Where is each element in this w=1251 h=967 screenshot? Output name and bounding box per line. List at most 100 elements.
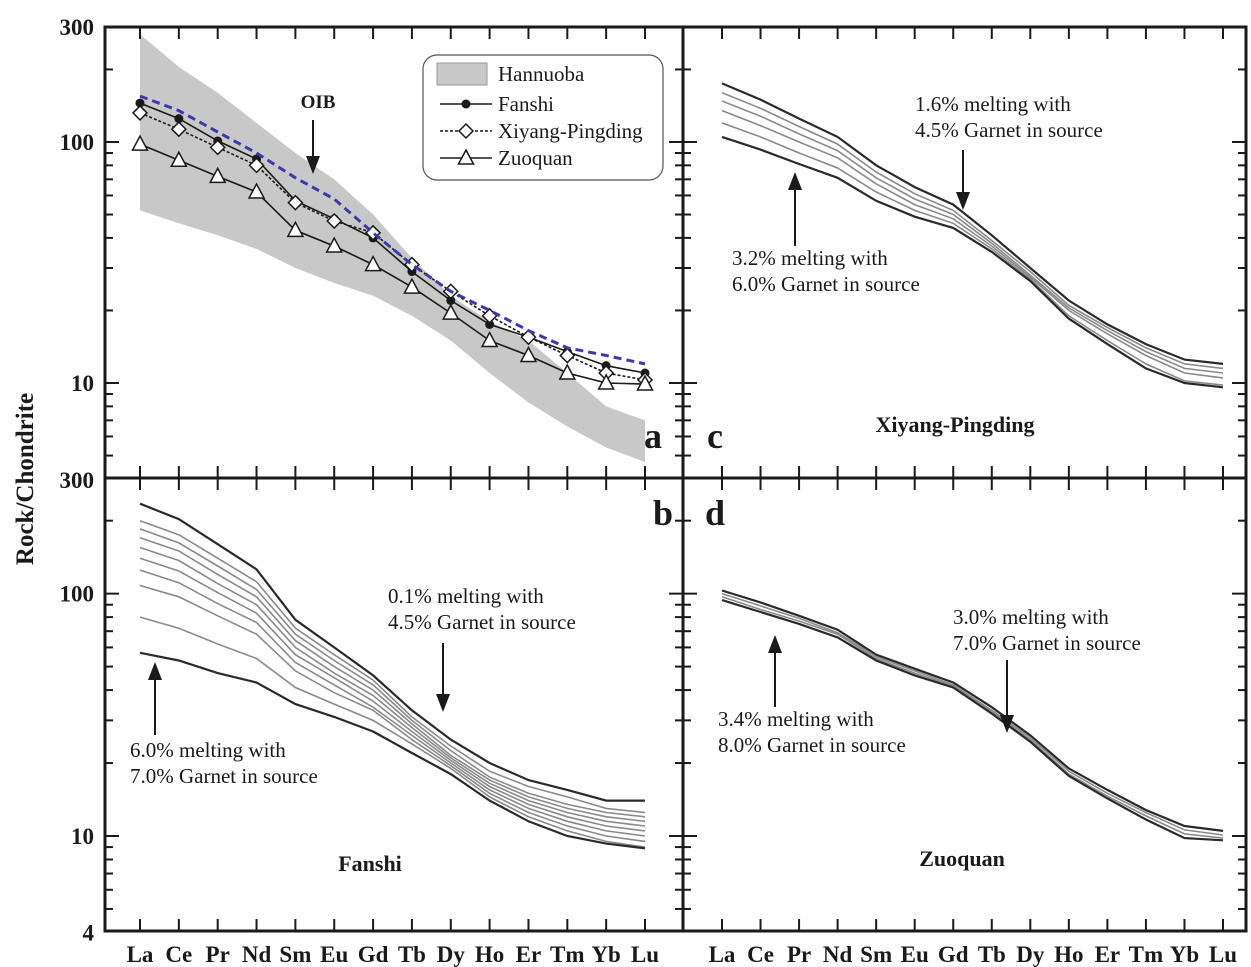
x-tick-label: Dy xyxy=(437,942,466,967)
x-tick-label: La xyxy=(709,942,736,967)
panel-letter: b xyxy=(653,493,673,533)
annotation-text: 3.4% melting with 8.0% Garnet in source xyxy=(718,707,906,757)
model-melt-line xyxy=(721,135,1224,389)
arrow-head xyxy=(788,172,802,190)
arrow-head xyxy=(148,662,162,680)
annotation-line: 3.0% melting with xyxy=(953,605,1109,629)
panel-name: Zuoquan xyxy=(919,846,1005,871)
legend-entry: Hannuoba xyxy=(436,62,585,86)
dot-marker xyxy=(461,99,471,109)
x-tick-label: Eu xyxy=(901,942,929,967)
triangle-marker xyxy=(519,345,538,363)
x-tick-label: Ce xyxy=(165,942,192,967)
y-tick-label: 4 xyxy=(83,920,95,945)
annotation-text: 6.0% melting with 7.0% Garnet in source xyxy=(130,738,318,788)
panel-c: 1.6% melting with 4.5% Garnet in source 3.… xyxy=(707,82,1224,456)
triangle-marker xyxy=(597,373,615,390)
arrow-up-icon xyxy=(788,172,802,246)
x-tick-label: Nd xyxy=(242,942,272,967)
model-melt-line xyxy=(721,589,1224,832)
legend-entry: Zuoquan xyxy=(440,146,573,170)
x-tick-label: Tm xyxy=(1129,942,1164,967)
panel-letter: d xyxy=(705,493,725,533)
annotation-line: 4.5% Garnet in source xyxy=(915,118,1103,142)
annotation-line: 3.2% melting with xyxy=(732,246,888,270)
panel-d: 3.0% melting with 7.0% Garnet in source3.… xyxy=(705,493,1224,871)
diamond-marker xyxy=(209,139,226,156)
legend: Hannuoba Fanshi Xiyang-Pingding Zuoquan xyxy=(422,54,664,181)
panel-name: Xiyang-Pingding xyxy=(876,412,1035,437)
annotation-text: 3.2% melting with 6.0% Garnet in source xyxy=(732,246,920,296)
y-tick-label: 300 xyxy=(60,468,95,493)
x-tick-label: Er xyxy=(1095,942,1121,967)
plot-area xyxy=(139,502,646,850)
model-melt-line xyxy=(721,92,1224,370)
diamond-marker xyxy=(559,347,576,364)
arrow-down-icon xyxy=(1000,660,1014,733)
arrow-down-icon xyxy=(436,643,450,712)
x-tick-label: Yb xyxy=(1170,942,1199,967)
annotation-line: 1.6% melting with xyxy=(915,92,1071,116)
model-melt-line xyxy=(139,616,646,848)
model-melt-line xyxy=(721,82,1224,365)
series-line xyxy=(139,112,646,381)
x-tick-label: Ho xyxy=(1054,942,1083,967)
model-melt-line xyxy=(139,584,646,843)
annotation-line: 6.0% melting with xyxy=(130,738,286,762)
series-oib xyxy=(139,94,646,366)
diamond-marker xyxy=(457,122,475,140)
triangle-marker xyxy=(170,150,188,167)
annotation-text: 3.0% melting with 7.0% Garnet in source xyxy=(953,605,1141,655)
legend-band-swatch xyxy=(436,62,488,86)
diamond-marker xyxy=(326,212,343,230)
x-tick-label: Lu xyxy=(1209,942,1237,967)
model-melt-line xyxy=(721,592,1224,836)
x-axis-labels-d: La Ce Pr Nd Sm Eu Gd Tb Dy Ho Er Tm Yb Lu xyxy=(709,942,1238,967)
legend-entry: Xiyang-Pingding xyxy=(440,119,643,143)
triangle-marker xyxy=(480,330,499,348)
dot-marker xyxy=(485,319,495,329)
panel-letter: a xyxy=(644,416,662,456)
plot-area xyxy=(721,82,1224,389)
triangle-marker xyxy=(247,182,266,199)
x-tick-label: Tm xyxy=(550,942,585,967)
panel-name: Fanshi xyxy=(338,851,402,876)
panel-b: 0.1% melting with 4.5% Garnet in source 6.… xyxy=(130,493,673,876)
x-tick-label: Eu xyxy=(320,942,348,967)
hannuoba-band xyxy=(140,34,645,462)
model-melt-line xyxy=(139,651,646,850)
y-axis-label: Rock/Chondrite xyxy=(12,393,39,565)
legend-label: Hannuoba xyxy=(498,62,585,86)
triangle-marker xyxy=(403,277,421,294)
triangle-marker xyxy=(636,374,654,391)
y-tick-label: 300 xyxy=(60,15,95,40)
legend-label: Zuoquan xyxy=(498,146,573,170)
y-axis-labels: 300 100 10 300 100 10 4 xyxy=(60,15,95,945)
diamond-marker xyxy=(170,121,187,138)
x-tick-label: La xyxy=(127,942,154,967)
triangle-marker xyxy=(325,236,343,253)
annotation-line: 3.4% melting with xyxy=(718,707,874,731)
x-tick-label: Lu xyxy=(631,942,659,967)
x-axis-labels-b: La Ce Pr Nd Sm Eu Gd Tb Dy Ho Er Tm Yb Lu xyxy=(127,942,660,967)
triangle-marker xyxy=(457,148,475,165)
panel-letter: c xyxy=(707,416,723,456)
y-tick-label: 100 xyxy=(60,130,95,155)
ticks-b xyxy=(105,477,683,931)
annotation-text: 0.1% melting with 4.5% Garnet in source xyxy=(388,584,576,634)
model-melt-line xyxy=(139,528,646,818)
ticks-c xyxy=(683,26,1246,478)
x-tick-label: Ho xyxy=(475,942,504,967)
triangle-marker xyxy=(286,220,305,238)
x-tick-label: Pr xyxy=(206,942,230,967)
annotation-line: 4.5% Garnet in source xyxy=(388,610,576,634)
y-tick-label: 100 xyxy=(60,582,95,607)
y-tick-label: 10 xyxy=(71,371,94,396)
x-tick-label: Dy xyxy=(1016,942,1045,967)
annotation-line: 7.0% Garnet in source xyxy=(953,631,1141,655)
y-tick-label: 10 xyxy=(71,824,94,849)
arrow-up-icon xyxy=(148,662,162,735)
model-melt-line xyxy=(139,519,646,814)
x-tick-label: Gd xyxy=(938,942,969,967)
triangle-marker xyxy=(364,254,382,272)
